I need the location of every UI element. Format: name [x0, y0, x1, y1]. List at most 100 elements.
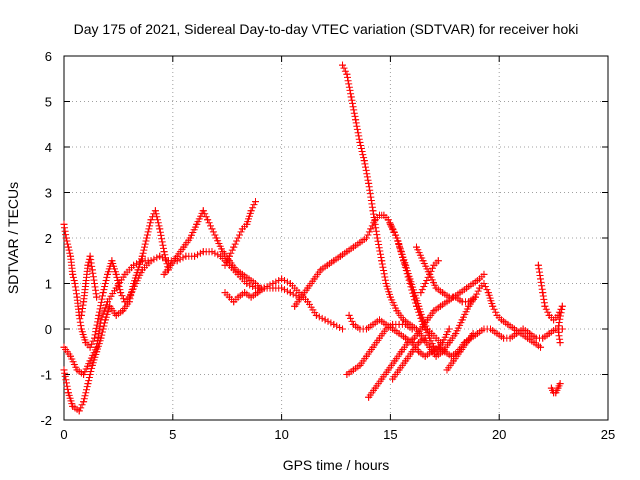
data-point [67, 352, 75, 360]
series-track-4 [77, 252, 101, 319]
y-tick-label: -2 [40, 413, 52, 428]
data-point [278, 284, 286, 292]
data-point [445, 339, 453, 347]
y-tick-label: 0 [45, 322, 52, 337]
x-tick-label: 0 [60, 427, 67, 442]
data-point [71, 280, 79, 287]
data-point [391, 357, 399, 365]
data-point [384, 366, 392, 374]
series-track-10 [343, 320, 416, 378]
data-point [251, 198, 259, 206]
axis-ticks [63, 55, 609, 421]
data-point [67, 252, 75, 260]
data-point [395, 330, 403, 338]
data-point [69, 270, 77, 278]
series-track-18 [534, 261, 566, 347]
data-point [380, 211, 388, 219]
series-track-14 [389, 334, 429, 383]
x-tick-label: 5 [169, 427, 176, 442]
data-point [439, 289, 447, 297]
series-track-17 [443, 330, 477, 374]
data-point [469, 280, 477, 287]
data-point [247, 207, 255, 215]
data-point [408, 348, 416, 356]
y-tick-labels: -2 -1 0 1 2 3 4 5 6 [40, 49, 52, 428]
data-point [73, 293, 81, 301]
data-point [225, 293, 233, 301]
data-point [269, 280, 277, 287]
data-point [421, 352, 429, 360]
data-point [336, 252, 344, 260]
data-point [125, 293, 133, 301]
data-point [86, 252, 94, 260]
data-point [413, 302, 421, 310]
series-track-1 [60, 248, 303, 378]
data-point [345, 311, 353, 319]
data-point [432, 334, 440, 342]
data-point [147, 216, 155, 224]
data-point [484, 289, 492, 297]
data-point [247, 293, 255, 301]
data-point [493, 311, 501, 319]
data-point [463, 339, 471, 347]
series-track-7 [221, 275, 347, 333]
data-point [225, 252, 233, 260]
data-point [362, 234, 370, 242]
data-point [60, 343, 68, 351]
data-point [439, 339, 447, 347]
data-point [458, 298, 466, 306]
data-point [389, 375, 397, 383]
data-point [119, 307, 127, 315]
x-tick-label: 10 [274, 427, 288, 442]
data-point [537, 343, 545, 351]
data-point [417, 289, 425, 297]
data-point [547, 384, 555, 392]
data-point [369, 343, 377, 351]
series-track-9 [339, 61, 545, 360]
data-point [191, 252, 199, 260]
data-point [64, 389, 72, 397]
y-tick-label: 2 [45, 231, 52, 246]
data-point [199, 207, 207, 215]
data-point [62, 234, 70, 242]
data-point [323, 261, 331, 269]
data-point [106, 302, 114, 310]
series-track-11 [365, 270, 488, 401]
data-point [497, 316, 505, 324]
data-point [399, 257, 407, 265]
data-point [132, 280, 140, 287]
data-point [151, 207, 159, 215]
data-point [550, 316, 558, 324]
data-point [343, 70, 351, 78]
data-point [208, 225, 216, 233]
data-point [360, 157, 368, 165]
point-markers [60, 248, 303, 378]
data-point [386, 293, 394, 301]
data-point [463, 284, 471, 292]
data-point [254, 289, 262, 297]
data-point [286, 289, 294, 297]
data-point [352, 116, 360, 124]
data-point [500, 334, 508, 342]
series-track-6 [221, 198, 259, 269]
data-point [304, 298, 312, 306]
data-point [430, 307, 438, 315]
data-point [556, 339, 564, 347]
data-point [376, 316, 384, 324]
data-point [104, 298, 112, 306]
data-point [167, 261, 175, 269]
data-point [339, 325, 347, 333]
data-point [349, 320, 357, 328]
data-point [513, 330, 521, 338]
data-point [545, 330, 553, 338]
data-point [156, 252, 164, 260]
data-point [443, 366, 451, 374]
data-point [238, 225, 246, 233]
data-point [112, 284, 120, 292]
data-point [356, 361, 364, 369]
data-point [419, 320, 427, 328]
data-point [84, 261, 92, 269]
data-point [558, 302, 566, 310]
data-point [339, 61, 347, 69]
data-point [434, 257, 442, 265]
